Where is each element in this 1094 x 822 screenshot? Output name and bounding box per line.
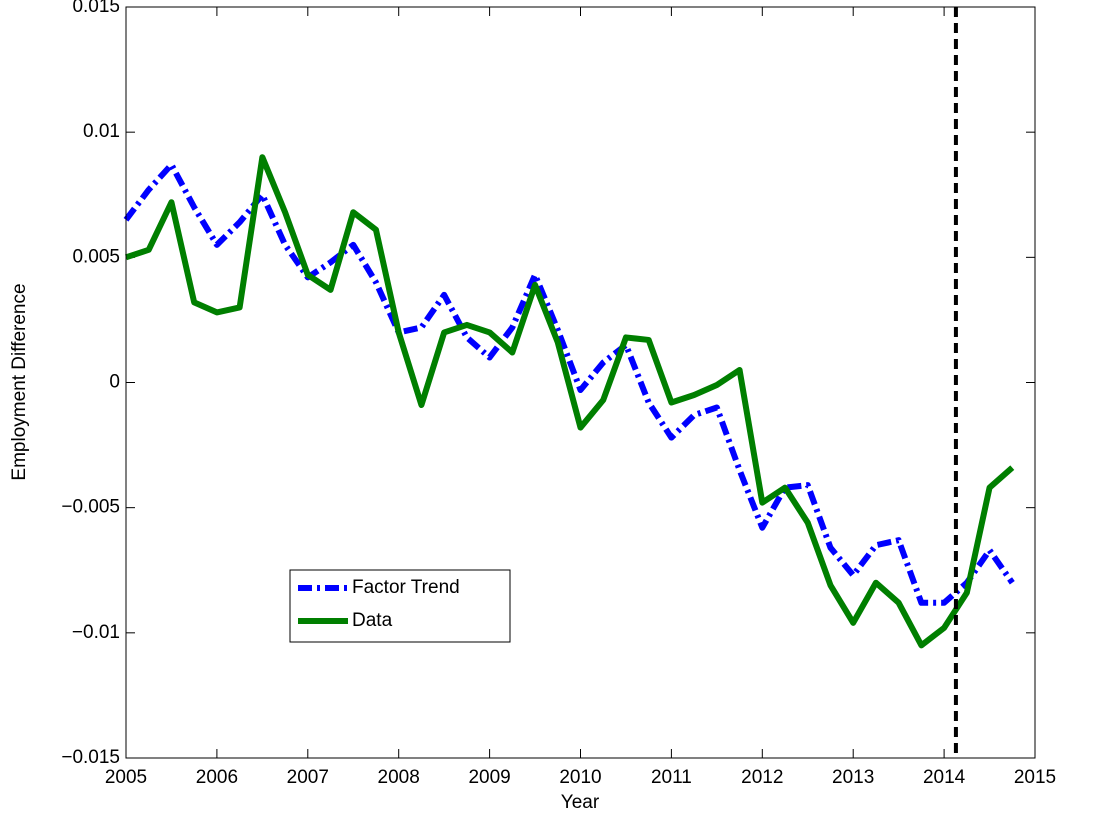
y-tick-label: −0.015 (61, 747, 120, 768)
plot-frame (125, 6, 1036, 759)
x-tick-label: 2007 (287, 767, 329, 788)
x-tick-label: 2014 (923, 767, 966, 788)
x-tick-label: 2013 (832, 767, 874, 788)
x-tick-label: 2005 (105, 767, 147, 788)
legend-label: Factor Trend (352, 577, 460, 598)
y-tick-label: 0.005 (72, 246, 120, 267)
y-tick-label: −0.01 (72, 622, 120, 643)
legend: Factor Trend Data (289, 569, 511, 643)
plot-area (126, 7, 1035, 758)
series-line (125, 154, 1015, 649)
series-line (123, 161, 1015, 606)
x-tick-label: 2006 (196, 767, 238, 788)
legend-box (289, 569, 511, 643)
y-tick-label: −0.005 (61, 497, 120, 518)
x-tick-label: 2009 (468, 767, 510, 788)
x-tick-label: 2015 (1014, 767, 1056, 788)
x-tick-label: 2010 (559, 767, 601, 788)
x-tick-label: 2012 (741, 767, 783, 788)
y-tick-label: 0 (109, 372, 120, 393)
legend-label: Data (352, 610, 393, 631)
x-tick-label: 2011 (651, 767, 692, 788)
y-tick-label: 0.01 (83, 121, 120, 142)
y-tick-label: 0.015 (72, 0, 120, 17)
x-axis-label: Year (561, 792, 600, 813)
x-tick-label: 2008 (378, 767, 420, 788)
y-axis-label: Employment Difference (9, 283, 30, 480)
